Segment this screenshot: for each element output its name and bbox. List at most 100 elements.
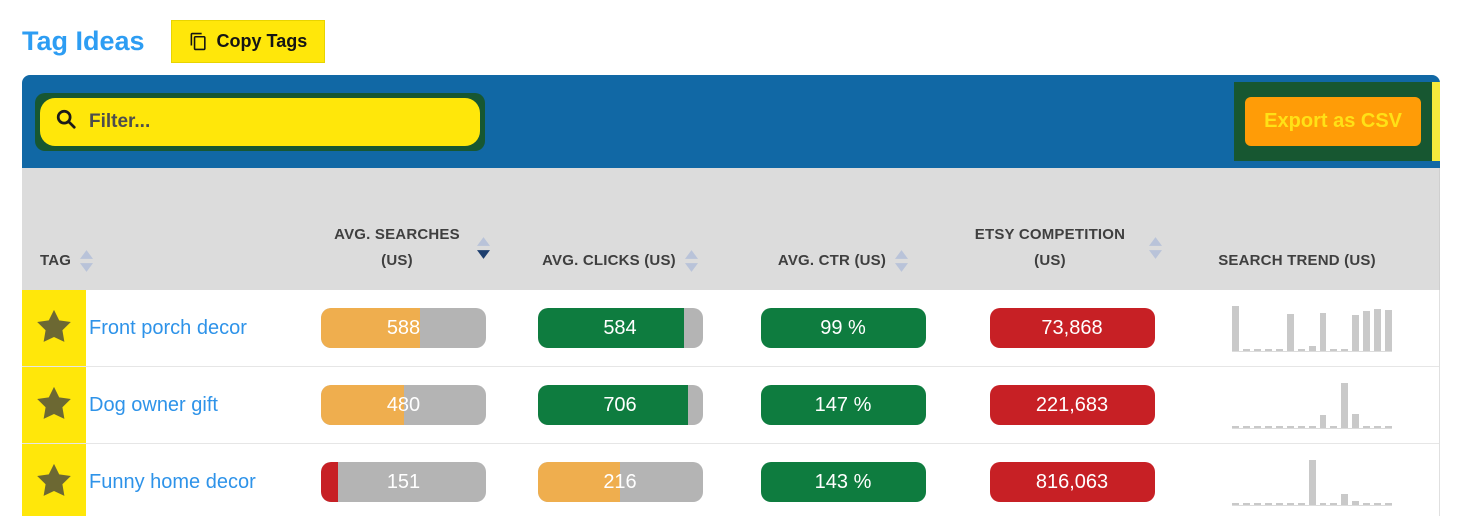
- column-header-label: SEARCH TREND (US): [1218, 251, 1376, 269]
- sort-icon[interactable]: [895, 250, 909, 272]
- table-row: Funny home decor 151 216 143 % 816,063: [22, 444, 1439, 516]
- competition-cell: 816,063: [946, 462, 1176, 502]
- favorite-star-cell[interactable]: [22, 367, 86, 443]
- table-toolbar: Export as CSV: [22, 75, 1440, 168]
- copy-icon: [189, 32, 208, 51]
- trend-bar: [1319, 414, 1327, 428]
- trend-bar: [1385, 309, 1393, 351]
- avg-clicks-cell: 216: [500, 462, 740, 502]
- trend-bar: [1253, 425, 1261, 428]
- filter-highlight-box: [35, 92, 485, 151]
- trend-bar: [1363, 425, 1371, 428]
- sort-icon[interactable]: [1149, 236, 1162, 259]
- avg-ctr-cell: 143 %: [740, 462, 946, 502]
- sort-icon[interactable]: [477, 236, 490, 259]
- trend-bar: [1352, 500, 1360, 505]
- trend-bar: [1232, 305, 1239, 351]
- avg-ctr-badge: 99 %: [760, 308, 926, 348]
- trend-bar: [1330, 425, 1338, 428]
- tag-link[interactable]: Funny home decor: [89, 470, 256, 493]
- page-title: Tag Ideas: [22, 26, 145, 56]
- column-header-avg-ctr[interactable]: AVG. CTR (US): [740, 248, 946, 274]
- trend-bar: [1286, 502, 1294, 505]
- trend-bar: [1352, 314, 1360, 351]
- bar-fill: [321, 308, 420, 348]
- trend-bar: [1286, 313, 1294, 351]
- bar-fill: [537, 385, 688, 425]
- trend-bar: [1374, 425, 1382, 428]
- favorite-star-cell[interactable]: [22, 444, 86, 516]
- trend-bar: [1297, 502, 1305, 505]
- trend-bar: [1264, 502, 1272, 505]
- sort-icon[interactable]: [80, 250, 94, 272]
- search-trend-cell: [1176, 459, 1418, 506]
- competition-cell: 221,683: [946, 385, 1176, 425]
- tag-cell: Funny home decor: [86, 471, 316, 494]
- avg-searches-bar: 151: [321, 462, 486, 502]
- sort-icon[interactable]: [684, 250, 698, 272]
- trend-bar: [1341, 382, 1349, 428]
- avg-clicks-bar: 706: [537, 385, 703, 425]
- trend-bar: [1297, 425, 1305, 428]
- tag-cell: Dog owner gift: [86, 394, 316, 417]
- favorite-star-cell[interactable]: [22, 290, 86, 366]
- avg-ctr-badge: 143 %: [760, 462, 926, 502]
- column-header-label: AVG. SEARCHES (US): [334, 225, 460, 269]
- trend-bar: [1275, 425, 1283, 428]
- tag-link[interactable]: Dog owner gift: [89, 393, 218, 416]
- table-header-row: TAG AVG. SEARCHES (US) AVG. CLICKS (US) …: [22, 168, 1440, 290]
- trend-bar: [1308, 459, 1316, 505]
- competition-cell: 73,868: [946, 308, 1176, 348]
- search-trend-sparkline: [1232, 305, 1393, 352]
- column-header-label: TAG: [40, 251, 72, 269]
- bar-fill: [537, 308, 685, 348]
- trend-bar: [1242, 348, 1250, 351]
- trend-bar: [1286, 425, 1294, 428]
- column-header-avg-searches[interactable]: AVG. SEARCHES (US): [316, 222, 500, 275]
- avg-ctr-cell: 147 %: [740, 385, 946, 425]
- filter-field: [40, 97, 480, 146]
- copy-tags-button[interactable]: Copy Tags: [170, 20, 326, 63]
- avg-searches-bar: 480: [321, 385, 486, 425]
- column-header-competition[interactable]: ETSY COMPETITION (US): [946, 222, 1176, 275]
- search-trend-sparkline: [1232, 459, 1393, 506]
- column-header-label: ETSY COMPETITION (US): [974, 225, 1126, 269]
- trend-bar: [1374, 308, 1382, 351]
- column-header-tag[interactable]: TAG: [22, 248, 316, 274]
- search-trend-cell: [1176, 305, 1418, 352]
- trend-bar: [1275, 502, 1283, 505]
- tag-link[interactable]: Front porch decor: [89, 316, 247, 339]
- avg-searches-value: 480: [386, 394, 421, 416]
- filter-input[interactable]: [89, 110, 465, 133]
- trend-bar: [1319, 312, 1327, 351]
- star-icon: [37, 386, 71, 425]
- avg-searches-cell: 480: [316, 385, 500, 425]
- copy-tags-label: Copy Tags: [216, 31, 308, 51]
- trend-bar: [1232, 425, 1239, 428]
- column-header-avg-clicks[interactable]: AVG. CLICKS (US): [500, 248, 740, 274]
- column-header-trend[interactable]: SEARCH TREND (US): [1176, 248, 1418, 274]
- avg-searches-value: 588: [386, 317, 421, 339]
- trend-bar: [1341, 493, 1349, 505]
- avg-searches-bar: 588: [321, 308, 486, 348]
- avg-searches-cell: 151: [316, 462, 500, 502]
- avg-clicks-cell: 706: [500, 385, 740, 425]
- trend-bar: [1264, 348, 1272, 351]
- trend-bar: [1264, 425, 1272, 428]
- export-csv-button[interactable]: Export as CSV: [1245, 97, 1421, 146]
- search-trend-cell: [1176, 382, 1418, 429]
- page-header: Tag Ideas Copy Tags: [22, 0, 326, 75]
- competition-badge: 221,683: [989, 385, 1155, 425]
- bar-fill: [537, 462, 620, 502]
- star-icon: [37, 463, 71, 502]
- trend-bar: [1253, 348, 1261, 351]
- trend-bar: [1385, 425, 1393, 428]
- table-row: Front porch decor 588 584 99 % 73,868: [22, 290, 1439, 367]
- table-row: Dog owner gift 480 706 147 % 221,683: [22, 367, 1439, 444]
- avg-ctr-badge: 147 %: [760, 385, 926, 425]
- avg-clicks-value: 584: [603, 317, 637, 339]
- highlight-strip: [1432, 82, 1440, 161]
- trend-bar: [1253, 502, 1261, 505]
- trend-bar: [1242, 502, 1250, 505]
